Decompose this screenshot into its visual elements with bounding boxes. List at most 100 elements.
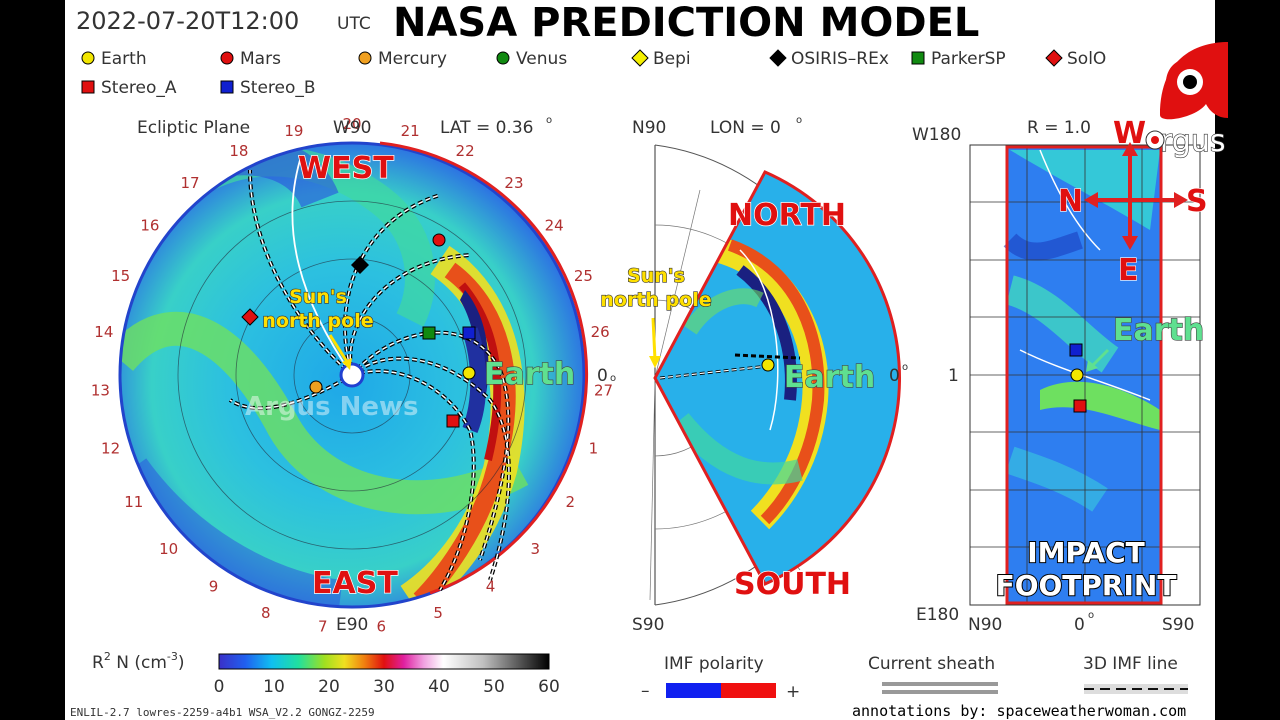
ecliptic-tick-label: 24 bbox=[545, 217, 564, 235]
utc-label: UTC bbox=[337, 14, 371, 34]
compass-s: S bbox=[1186, 184, 1208, 219]
legend-marker bbox=[1045, 49, 1063, 67]
w90-label: W90 bbox=[333, 118, 371, 138]
east-annotation: EAST bbox=[312, 566, 398, 601]
ecliptic-tick-label: 9 bbox=[209, 578, 219, 596]
legend-marker bbox=[631, 49, 649, 67]
west-annotation: WEST bbox=[298, 151, 394, 186]
legend-marker bbox=[358, 51, 372, 65]
legend-item-stereo-b: Stereo_B bbox=[220, 78, 316, 98]
ecliptic-tick-label: 4 bbox=[486, 578, 496, 596]
ecliptic-plane-label: Ecliptic Plane bbox=[137, 118, 250, 138]
n90-label: N90 bbox=[632, 118, 666, 138]
meridional-plane: N90 LON = 0 o S90 0 o o NORTH SOUTH Eart… bbox=[600, 115, 908, 635]
legend-item-stereo-a: Stereo_A bbox=[81, 78, 177, 98]
meridional-earth-annotation: Earth bbox=[784, 360, 875, 395]
impact-annotation: IMPACT bbox=[1027, 536, 1145, 569]
compass-w: W bbox=[1113, 116, 1146, 151]
compass-e: E bbox=[1118, 253, 1139, 288]
stereo-a-marker bbox=[446, 414, 460, 428]
legend: Earth Mars Mercury Venus Bepi OSIRIS–REx Parke… bbox=[81, 49, 1106, 98]
legend-label: Venus bbox=[516, 49, 567, 69]
imf-label: IMF polarity bbox=[664, 654, 764, 674]
logo-text: rgus bbox=[1160, 124, 1226, 159]
colorbar-tick-label: 10 bbox=[263, 677, 285, 697]
legend-marker bbox=[220, 80, 234, 94]
n90-footprint-label: N90 bbox=[968, 615, 1002, 635]
mars-marker bbox=[432, 233, 446, 247]
legend-label: Bepi bbox=[653, 49, 691, 69]
model-info: ENLIL-2.7 lowres-2259-a4b1 WSA_V2.2 GONG… bbox=[70, 706, 375, 719]
sun-pole-annotation: Sun's north pole bbox=[262, 286, 373, 332]
compass: W N S E bbox=[1057, 115, 1208, 288]
lat-degree: o bbox=[546, 115, 552, 126]
lat-label: LAT = 0.36 bbox=[440, 118, 533, 138]
ecliptic-tick-label: 23 bbox=[504, 174, 523, 192]
ecliptic-tick-label: 12 bbox=[101, 439, 120, 457]
legend-item-venus: Venus bbox=[496, 49, 567, 69]
footprint-earth-marker bbox=[1070, 368, 1084, 382]
impact-footprint: W180 R = 1.0 E180 1 N90 0 o S90 Earth IM… bbox=[912, 115, 1208, 635]
legend-marker bbox=[769, 49, 787, 67]
imf-minus: – bbox=[641, 681, 650, 701]
legend-marker bbox=[81, 80, 95, 94]
earth-annotation: Earth bbox=[484, 357, 575, 392]
timestamp: 2022-07-20T12:00 bbox=[76, 7, 299, 35]
imf-polarity-legend: IMF polarity – + bbox=[641, 654, 800, 702]
legend-item-solo: SolO bbox=[1045, 49, 1106, 69]
osiris-marker bbox=[351, 256, 369, 274]
ecliptic-tick-label: 2 bbox=[565, 493, 575, 511]
footprint-stereo-b-marker bbox=[1069, 343, 1083, 357]
compass-n: N bbox=[1058, 184, 1083, 219]
ecliptic-tick-labels: 20 21222324252627123456789101112131415161… bbox=[91, 115, 613, 635]
meridional-sun-pole-annotation: Sun's north pole bbox=[600, 265, 711, 311]
page-title: NASA PREDICTION MODEL bbox=[393, 0, 979, 46]
legend-label: OSIRIS–REx bbox=[791, 49, 889, 69]
current-sheath-legend: Current sheath bbox=[868, 654, 998, 694]
imf-line-legend: 3D IMF line bbox=[1083, 654, 1188, 694]
e180-label: E180 bbox=[916, 605, 959, 625]
credit: annotations by: spaceweatherwoman.com bbox=[852, 702, 1186, 720]
ecliptic-zero-degree: o bbox=[610, 373, 616, 384]
lon-degree: o bbox=[796, 115, 802, 126]
legend-item-parkersp: ParkerSP bbox=[911, 49, 1006, 69]
r-label: R = 1.0 bbox=[1027, 118, 1091, 138]
imf-negative-swatch bbox=[666, 683, 721, 698]
ecliptic-tick-label: 18 bbox=[229, 142, 248, 160]
north-annotation: NORTH bbox=[728, 198, 846, 233]
earth-marker bbox=[462, 366, 476, 380]
ecliptic-zero-label: 0 bbox=[597, 366, 608, 386]
colorbar-tick-label: 0 bbox=[214, 677, 225, 697]
colorbar-tick-label: 40 bbox=[428, 677, 450, 697]
legend-marker bbox=[911, 51, 925, 65]
legend-label: ParkerSP bbox=[931, 49, 1006, 69]
legend-label: Mars bbox=[240, 49, 281, 69]
ecliptic-tick-label: 13 bbox=[91, 382, 110, 400]
imf-positive-swatch bbox=[721, 683, 776, 698]
legend-label: Stereo_B bbox=[240, 78, 316, 98]
colorbar-tick-label: 50 bbox=[483, 677, 505, 697]
ecliptic-tick-label: 1 bbox=[589, 439, 599, 457]
ecliptic-tick-label: 8 bbox=[261, 604, 271, 622]
s90-footprint-label: S90 bbox=[1162, 615, 1194, 635]
colorbar-tick-label: 60 bbox=[538, 677, 560, 697]
ecliptic-tick-label: 20 bbox=[342, 115, 361, 133]
meridional-zero-degree: o bbox=[902, 362, 908, 373]
footprint-stereo-a-marker bbox=[1073, 399, 1087, 413]
ecliptic-tick-label: 21 bbox=[401, 122, 420, 140]
legend-marker bbox=[496, 51, 510, 65]
sun-icon bbox=[339, 362, 365, 388]
w180-label: W180 bbox=[912, 125, 961, 145]
ecliptic-plane: 20 21222324252627123456789101112131415161… bbox=[91, 115, 613, 635]
ecliptic-tick-label: 10 bbox=[159, 540, 178, 558]
solo-marker bbox=[241, 308, 259, 326]
ecliptic-tick-label: 22 bbox=[456, 142, 475, 160]
footprint-earth-annotation: Earth bbox=[1113, 313, 1204, 348]
ecliptic-tick-label: 3 bbox=[531, 540, 541, 558]
colorbar-label: R2 N (cm-3) bbox=[92, 650, 185, 673]
mercury-marker bbox=[309, 380, 323, 394]
one-label: 1 bbox=[948, 366, 959, 386]
colorbar: R2 N (cm-3) 0 10 20 30 40 50 60 bbox=[92, 650, 560, 697]
